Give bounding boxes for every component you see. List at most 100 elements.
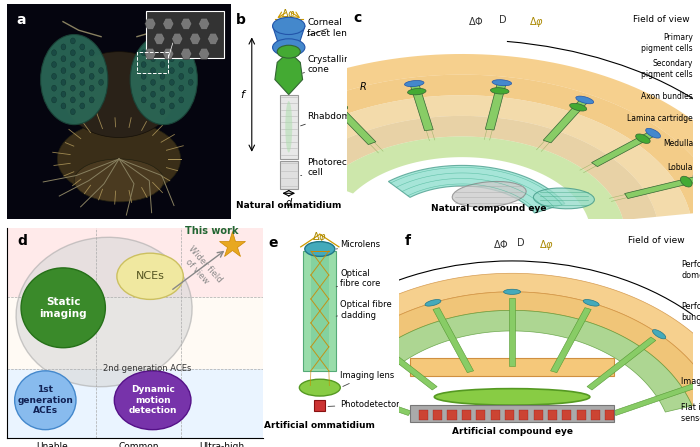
Text: d: d xyxy=(286,198,292,207)
Polygon shape xyxy=(509,298,515,366)
Ellipse shape xyxy=(258,132,273,142)
Ellipse shape xyxy=(150,91,155,97)
Ellipse shape xyxy=(169,67,174,74)
Ellipse shape xyxy=(405,80,424,87)
Polygon shape xyxy=(295,116,657,220)
Text: Imaging lens: Imaging lens xyxy=(681,377,700,386)
Ellipse shape xyxy=(533,188,594,209)
Text: 2nd generation ACEs: 2nd generation ACEs xyxy=(104,364,192,373)
Text: Perforated
dome: Perforated dome xyxy=(681,260,700,280)
Polygon shape xyxy=(324,382,411,416)
Polygon shape xyxy=(587,337,656,390)
Ellipse shape xyxy=(150,67,155,74)
Ellipse shape xyxy=(272,17,305,34)
Ellipse shape xyxy=(16,237,192,387)
Ellipse shape xyxy=(80,103,85,109)
Ellipse shape xyxy=(452,181,526,207)
Ellipse shape xyxy=(141,62,146,67)
Bar xyxy=(433,410,442,420)
Text: Common: Common xyxy=(118,442,159,447)
Ellipse shape xyxy=(425,299,441,306)
Bar xyxy=(591,410,600,420)
Ellipse shape xyxy=(141,50,146,56)
Text: Unable: Unable xyxy=(36,442,68,447)
Ellipse shape xyxy=(89,73,94,80)
Ellipse shape xyxy=(277,45,300,58)
Text: Static
imaging: Static imaging xyxy=(39,297,87,319)
Bar xyxy=(533,410,542,420)
Text: Flat imaging
sensor chip: Flat imaging sensor chip xyxy=(681,403,700,422)
Polygon shape xyxy=(181,18,192,30)
Bar xyxy=(410,358,614,376)
Ellipse shape xyxy=(323,98,341,106)
Polygon shape xyxy=(550,308,592,373)
Ellipse shape xyxy=(178,97,183,103)
Text: Lobula: Lobula xyxy=(668,163,693,172)
Ellipse shape xyxy=(80,80,85,85)
Ellipse shape xyxy=(41,34,108,125)
Ellipse shape xyxy=(71,85,76,91)
Ellipse shape xyxy=(74,159,164,202)
Ellipse shape xyxy=(117,253,183,299)
Ellipse shape xyxy=(169,56,174,62)
Ellipse shape xyxy=(178,62,183,67)
Polygon shape xyxy=(209,54,700,211)
Text: a: a xyxy=(16,13,25,27)
Text: Corneal
facet lens: Corneal facet lens xyxy=(307,18,351,38)
Text: Optical fibre
cladding: Optical fibre cladding xyxy=(336,300,392,320)
Bar xyxy=(462,410,471,420)
Ellipse shape xyxy=(52,85,57,91)
Bar xyxy=(519,410,528,420)
Ellipse shape xyxy=(71,62,76,67)
Ellipse shape xyxy=(407,89,426,95)
Polygon shape xyxy=(181,48,192,59)
Text: Dynamic
motion
detection: Dynamic motion detection xyxy=(128,385,177,415)
Text: This work: This work xyxy=(185,226,238,236)
Ellipse shape xyxy=(304,242,335,256)
Polygon shape xyxy=(324,136,623,223)
Polygon shape xyxy=(162,48,174,59)
Ellipse shape xyxy=(89,62,94,67)
Bar xyxy=(137,52,168,73)
Ellipse shape xyxy=(15,371,76,430)
Ellipse shape xyxy=(491,88,509,94)
Ellipse shape xyxy=(160,50,165,56)
Ellipse shape xyxy=(21,268,106,348)
Text: $\Delta\Phi$: $\Delta\Phi$ xyxy=(468,15,484,27)
Polygon shape xyxy=(308,292,700,406)
Text: NCEs: NCEs xyxy=(136,271,164,281)
Polygon shape xyxy=(207,33,218,44)
Text: Medulla: Medulla xyxy=(663,139,693,148)
Text: Photodetector: Photodetector xyxy=(328,400,400,409)
Polygon shape xyxy=(190,33,201,44)
Ellipse shape xyxy=(89,97,94,103)
Ellipse shape xyxy=(178,73,183,80)
Bar xyxy=(314,400,326,411)
Bar xyxy=(562,410,571,420)
Ellipse shape xyxy=(188,67,193,74)
Ellipse shape xyxy=(114,371,191,430)
Ellipse shape xyxy=(61,103,66,109)
Ellipse shape xyxy=(160,62,165,67)
Ellipse shape xyxy=(583,299,599,306)
Ellipse shape xyxy=(272,39,305,56)
Polygon shape xyxy=(145,18,156,30)
Bar xyxy=(606,410,615,420)
Ellipse shape xyxy=(576,96,594,104)
Text: d: d xyxy=(18,234,27,248)
Ellipse shape xyxy=(141,85,146,91)
Polygon shape xyxy=(172,33,183,44)
Text: c: c xyxy=(354,11,362,25)
Polygon shape xyxy=(332,310,692,412)
Ellipse shape xyxy=(89,85,94,91)
Ellipse shape xyxy=(693,173,700,184)
Ellipse shape xyxy=(61,80,66,85)
Polygon shape xyxy=(368,337,437,390)
Text: $\Delta\varphi$: $\Delta\varphi$ xyxy=(312,230,328,244)
Ellipse shape xyxy=(80,91,85,97)
Polygon shape xyxy=(543,101,587,143)
Ellipse shape xyxy=(269,137,284,147)
Ellipse shape xyxy=(178,50,183,56)
Text: D: D xyxy=(517,238,524,248)
Polygon shape xyxy=(275,52,302,95)
